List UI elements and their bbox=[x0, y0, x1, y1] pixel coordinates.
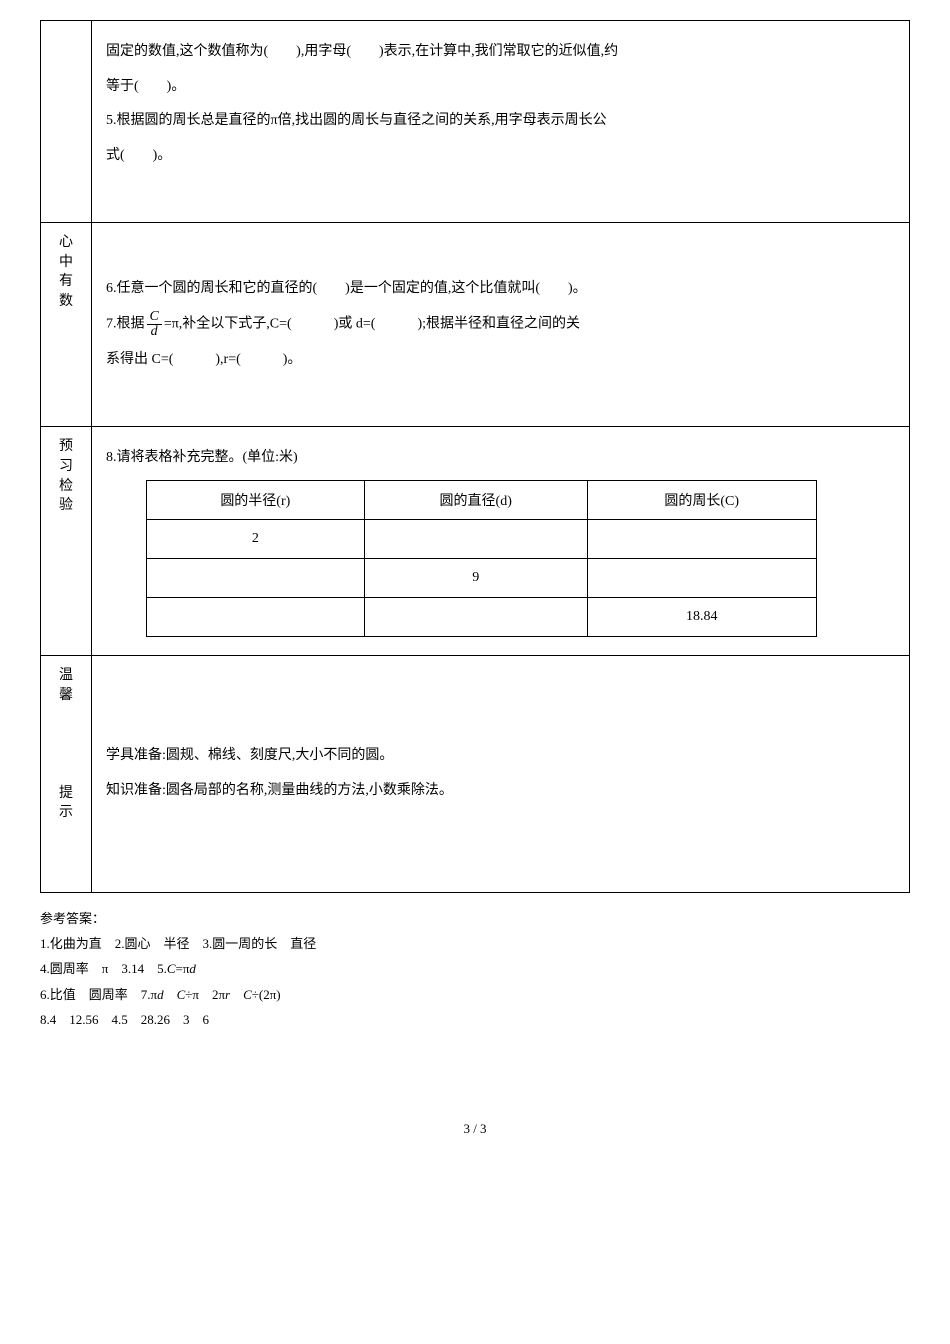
t: )或 d=( bbox=[334, 317, 376, 332]
answers-block: 参考答案： 1.化曲为直 2.圆心 半径 3.圆一周的长 直径 4.圆周率 π … bbox=[40, 907, 910, 1032]
frac-den: d bbox=[147, 325, 162, 339]
t: 固定的数值,这个数值称为( bbox=[106, 44, 268, 59]
answers-l4: 8.4 12.56 4.5 28.26 3 6 bbox=[40, 1008, 910, 1031]
answers-l1: 1.化曲为直 2.圆心 半径 3.圆一周的长 直径 bbox=[40, 932, 910, 955]
inner-r1c3 bbox=[587, 519, 816, 558]
row4-content: 学具准备:圆规、棉线、刻度尺,大小不同的圆。 知识准备:圆各局部的名称,测量曲线… bbox=[92, 655, 910, 892]
t: 4.圆周率 π 3.14 5. bbox=[40, 961, 167, 976]
row2-vlabel: 心中有数 bbox=[41, 222, 92, 426]
t: ),用字母( bbox=[296, 44, 351, 59]
inner-r3c1 bbox=[147, 597, 365, 636]
row3-intro: 8.请将表格补充完整。(单位:米) bbox=[106, 445, 895, 472]
inner-h3: 圆的周长(C) bbox=[587, 480, 816, 519]
row4-vlabel1: 温馨 bbox=[41, 655, 92, 773]
t: ÷π 2π bbox=[185, 987, 225, 1002]
row-continuation: 固定的数值,这个数值称为( ),用字母( )表示,在计算中,我们常取它的近似值,… bbox=[41, 21, 910, 223]
row1-line1: 固定的数值,这个数值称为( ),用字母( )表示,在计算中,我们常取它的近似值,… bbox=[106, 39, 895, 66]
row4-vlabel2: 提示 bbox=[41, 774, 92, 892]
inner-r3c2 bbox=[364, 597, 587, 636]
t: C bbox=[243, 987, 252, 1002]
main-table: 固定的数值,这个数值称为( ),用字母( )表示,在计算中,我们常取它的近似值,… bbox=[40, 20, 910, 893]
row3-content: 8.请将表格补充完整。(单位:米) 圆的半径(r) 圆的直径(d) 圆的周长(C… bbox=[92, 427, 910, 656]
inner-r2c3 bbox=[587, 558, 816, 597]
page-number: 3 / 3 bbox=[40, 1121, 910, 1137]
t: C bbox=[177, 987, 186, 1002]
t: C bbox=[167, 961, 176, 976]
row4-line1: 学具准备:圆规、棉线、刻度尺,大小不同的圆。 bbox=[106, 743, 895, 770]
row-wenxin1: 温馨 学具准备:圆规、棉线、刻度尺,大小不同的圆。 知识准备:圆各局部的名称,测… bbox=[41, 655, 910, 773]
row1-vlabel-empty bbox=[41, 21, 92, 223]
inner-h2: 圆的直径(d) bbox=[364, 480, 587, 519]
t bbox=[164, 987, 177, 1002]
answers-l3: 6.比值 圆周率 7.πd C÷π 2πr C÷(2π) bbox=[40, 983, 910, 1006]
inner-r1c2 bbox=[364, 519, 587, 558]
row1-line3: 5.根据圆的周长总是直径的π倍,找出圆的周长与直径之间的关系,用字母表示周长公 bbox=[106, 108, 895, 135]
inner-r2c1 bbox=[147, 558, 365, 597]
t: =π,补全以下式子,C=( bbox=[164, 317, 292, 332]
t bbox=[230, 987, 243, 1002]
inner-r1c1: 2 bbox=[147, 519, 365, 558]
t: );根据半径和直径之间的关 bbox=[417, 317, 580, 332]
t: 7.根据 bbox=[106, 317, 145, 332]
t: =π bbox=[176, 961, 190, 976]
answers-title: 参考答案： bbox=[40, 907, 910, 930]
inner-h1: 圆的半径(r) bbox=[147, 480, 365, 519]
row2-line3: 系得出 C=( ),r=( )。 bbox=[106, 347, 895, 374]
answers-l2: 4.圆周率 π 3.14 5.C=πd bbox=[40, 957, 910, 980]
t: 6.比值 圆周率 7.π bbox=[40, 987, 157, 1002]
inner-r3c3: 18.84 bbox=[587, 597, 816, 636]
frac-num: C bbox=[147, 310, 162, 325]
row1-line2: 等于( )。 bbox=[106, 74, 895, 101]
t: ÷(2π) bbox=[252, 987, 281, 1002]
t: )。 bbox=[568, 281, 587, 296]
t: 6.任意一个圆的周长和它的直径的( bbox=[106, 281, 317, 296]
t: d bbox=[189, 961, 196, 976]
row2-line1: 6.任意一个圆的周长和它的直径的( )是一个固定的值,这个比值就叫( )。 bbox=[106, 276, 895, 303]
row2-content: 6.任意一个圆的周长和它的直径的( )是一个固定的值,这个比值就叫( )。 7.… bbox=[92, 222, 910, 426]
row3-vlabel: 预习检验 bbox=[41, 427, 92, 656]
fraction-c-over-d: Cd bbox=[147, 310, 162, 339]
row1-line4: 式( )。 bbox=[106, 143, 895, 170]
row2-line2: 7.根据Cd=π,补全以下式子,C=( )或 d=( );根据半径和直径之间的关 bbox=[106, 310, 895, 339]
t: )是一个固定的值,这个比值就叫( bbox=[345, 281, 540, 296]
inner-table: 圆的半径(r) 圆的直径(d) 圆的周长(C) 2 9 bbox=[146, 480, 817, 637]
row-xinzhong: 心中有数 6.任意一个圆的周长和它的直径的( )是一个固定的值,这个比值就叫( … bbox=[41, 222, 910, 426]
row-yuxi: 预习检验 8.请将表格补充完整。(单位:米) 圆的半径(r) 圆的直径(d) 圆… bbox=[41, 427, 910, 656]
t: )表示,在计算中,我们常取它的近似值,约 bbox=[379, 44, 618, 59]
row1-content: 固定的数值,这个数值称为( ),用字母( )表示,在计算中,我们常取它的近似值,… bbox=[92, 21, 910, 223]
row4-line2: 知识准备:圆各局部的名称,测量曲线的方法,小数乘除法。 bbox=[106, 778, 895, 805]
inner-r2c2: 9 bbox=[364, 558, 587, 597]
